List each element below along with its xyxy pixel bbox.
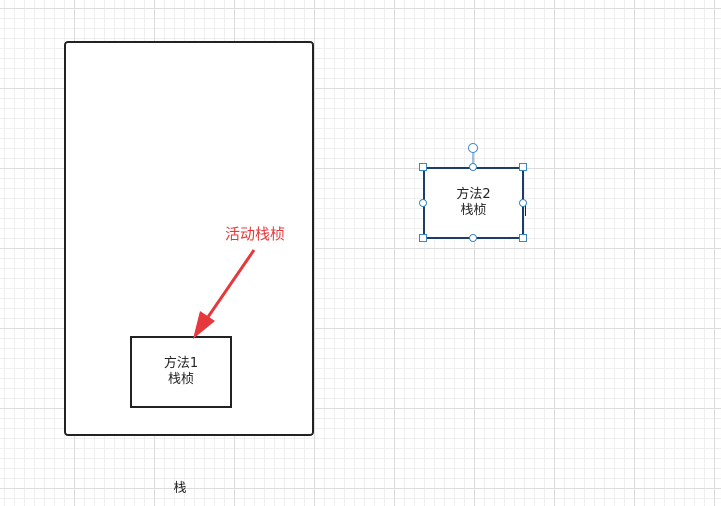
method2-frame-label-line2: 栈桢 xyxy=(460,203,487,218)
method2-frame-box[interactable]: 方法2 栈桢 xyxy=(423,167,524,239)
selection-handles[interactable] xyxy=(419,143,527,242)
resize-handle-bottom-right[interactable] xyxy=(519,234,527,242)
active-frame-annotation[interactable]: 活动栈桢 xyxy=(224,225,285,243)
method1-frame-box[interactable]: 方法1 栈桢 xyxy=(130,336,232,408)
rotate-handle[interactable] xyxy=(468,143,478,153)
connection-point-bottom[interactable] xyxy=(469,234,477,242)
stack-label: 栈 xyxy=(173,481,187,496)
method2-frame-label-line1: 方法2 xyxy=(456,187,491,202)
resize-handle-top-right[interactable] xyxy=(519,163,527,171)
method1-frame-label-line2: 栈桢 xyxy=(167,372,194,387)
connection-point-top[interactable] xyxy=(469,163,477,171)
resize-handle-top-left[interactable] xyxy=(419,163,427,171)
connection-point-left[interactable] xyxy=(419,199,427,207)
method1-frame-label-line1: 方法1 xyxy=(163,356,199,371)
connection-point-right[interactable] xyxy=(519,199,527,207)
text-cursor xyxy=(525,201,526,216)
resize-handle-bottom-left[interactable] xyxy=(419,234,427,242)
